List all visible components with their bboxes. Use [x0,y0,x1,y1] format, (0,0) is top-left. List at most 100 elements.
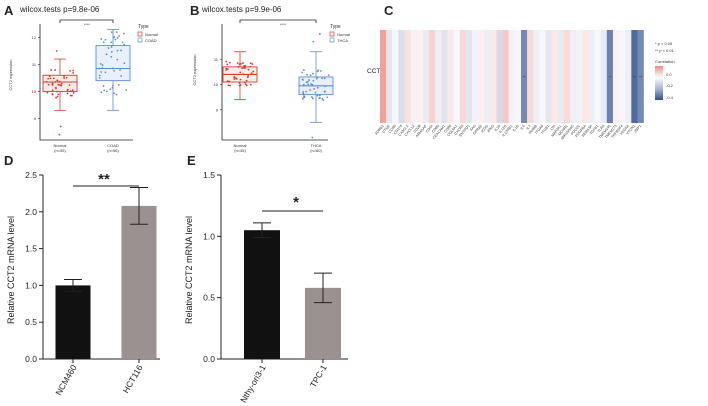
heatmap-col-label: ADRB1 [374,124,385,136]
heatmap-cell-pdgfra [582,30,589,123]
heatmap-sig-vtcn1: ** [633,75,637,80]
heatmap-cell-vegfa [625,30,632,123]
panel-a-boxplot: wilcox.tests p=9.8e-06 Type Normal COAD … [8,5,158,153]
data-point [113,92,115,95]
panel-a-ntick-normal: (n=55) [54,148,66,153]
data-point [47,77,50,80]
panel-a-xtick-coad: COAD [107,143,119,148]
heatmap-cell-itga6 [539,30,546,123]
data-point [99,62,102,65]
data-point [105,90,108,93]
heatmap-cell-vtcn1 [631,30,638,123]
heatmap-cell-cd44 [429,30,436,123]
heatmap-sig-zbp1: ** [639,75,643,80]
data-point [105,53,108,56]
panel-a-legend-title: Type [138,24,149,30]
x-tick-label-ncm460: NCM460 [53,363,79,397]
bar-hct116 [121,205,157,359]
data-point [302,92,305,95]
heatmap-cell-tnfrsf4 [619,30,626,123]
data-point [56,79,59,82]
outlier-point [318,33,321,35]
panel-label-a: A [4,3,14,18]
data-point [244,83,247,86]
data-point [301,71,304,74]
panel-a-xtick-normal: Normal [54,143,67,148]
data-point [56,95,59,98]
data-point [110,31,113,34]
data-point [308,79,310,81]
data-point [68,84,71,87]
data-point [249,65,252,68]
y-tick-label: 12 [32,35,37,40]
panel-c-legend-tick-2: -0.4 [666,95,674,100]
significance-bracket [239,19,317,23]
data-point [327,74,330,76]
data-point [302,69,305,71]
y-tick-label: 1.0 [203,231,215,241]
data-point [111,86,114,89]
data-point [239,78,242,81]
data-point [101,67,104,69]
panel-b-legend-swatch-thca [329,37,335,43]
heatmap-col-label: IL1B [512,124,520,133]
data-point [316,70,319,73]
data-point [110,50,113,53]
data-point [72,69,75,72]
heatmap-col-label: VEGFA [619,124,630,136]
data-point [321,97,324,100]
data-point [312,72,314,75]
heatmap-cell-ctne [386,30,393,123]
data-point [225,60,228,63]
data-point [111,84,114,87]
data-point [116,58,119,61]
heatmap-col-label: ITGB1 [541,124,551,135]
data-point [55,87,57,90]
data-point [66,89,69,91]
data-point [315,77,318,80]
y-tick-label: 10 [214,82,219,87]
data-point [226,63,229,66]
data-point [251,63,254,65]
heatmap-cell-zbp1 [637,30,644,123]
heatmap-cell-il1b [514,30,522,123]
data-point [307,83,310,86]
panel-b-boxplot: wilcox.tests p=9.9e-06 Type Normal THCA … [192,5,350,153]
data-point [110,55,113,58]
data-point [229,84,231,87]
panel-label-c: C [384,3,394,18]
data-point [46,91,49,94]
data-point [316,76,319,79]
data-point [112,67,114,70]
data-point [316,86,319,89]
data-point [52,77,55,80]
data-point [247,73,250,76]
data-point [57,83,60,86]
data-point [324,85,327,88]
heatmap-col-label: IL12A [498,124,507,134]
panel-label-e: E [187,153,196,168]
bar-nthy-ori3-1 [244,230,280,359]
data-point [110,41,113,44]
data-point [245,84,248,87]
data-point [103,89,106,92]
data-point [306,73,308,76]
heatmap-col-label: IL10 [494,124,502,132]
heatmap-col-label: CD28 [413,124,422,134]
data-point [249,62,252,65]
data-point [302,83,305,86]
data-point [51,89,54,92]
data-point [242,73,245,76]
heatmap-cell-tmem140 [606,30,614,123]
data-point [247,75,249,77]
heatmap-col-label: PDCD1 [570,124,581,136]
y-tick-label: 0.5 [203,293,215,303]
data-point [100,38,103,40]
panel-d-barchart: Relative CCT2 mRNA level ** 0.0 0.5 1.0 1.5… [6,170,160,397]
data-point [311,97,314,100]
heatmap-col-label: FAS [469,124,477,132]
heatmap-cell-col4a1 [453,30,460,123]
data-point [65,77,68,79]
panel-label-d: D [4,153,13,168]
data-point [69,70,71,72]
